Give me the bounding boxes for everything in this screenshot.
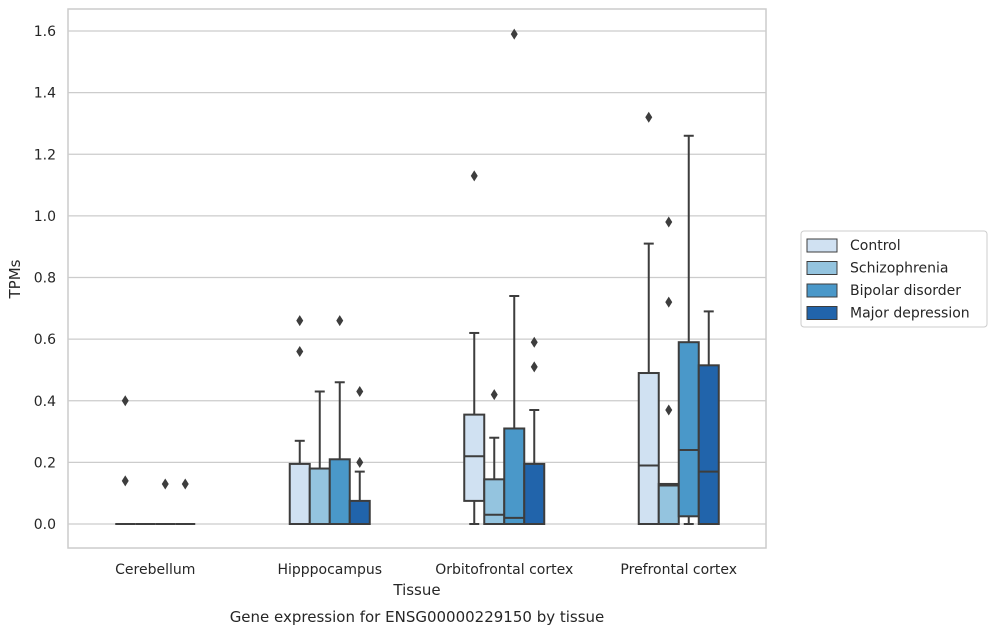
box-control (637, 111, 660, 525)
chart-caption: Gene expression for ENSG00000229150 by t… (230, 608, 605, 626)
box-major-depression (348, 386, 371, 525)
x-tick-label: Hipppocampus (277, 562, 382, 578)
box-bipolar-disorder (503, 28, 526, 526)
box-body (503, 427, 526, 526)
x-axis-ticks: Cerebellum Hipppocampus Orbitofrontal cort… (115, 562, 737, 578)
box-bipolar-disorder (677, 134, 700, 525)
outlier-point (665, 216, 673, 228)
outlier-point (470, 170, 478, 182)
legend-items: Control Schizophrenia Bipolar disorder Majo… (806, 238, 970, 322)
box-control (463, 170, 486, 525)
box-body (697, 364, 720, 525)
box-major-depression (697, 310, 720, 525)
box-body (328, 458, 351, 526)
x-tick-label: Prefrontal cortex (620, 562, 737, 578)
legend-label: Major depression (850, 306, 970, 322)
outlier-point (665, 404, 673, 416)
legend-swatch (806, 283, 838, 298)
outlier-point (296, 345, 304, 357)
legend-frame (800, 230, 988, 328)
y-axis-label: TPMs (6, 259, 24, 299)
outlier-point (530, 336, 538, 348)
box-schizophrenia (483, 389, 506, 525)
box-body (288, 462, 311, 525)
box-control (115, 395, 136, 525)
box-body (657, 482, 680, 526)
y-tick-label: 1.0 (34, 209, 56, 225)
outlier-point (296, 315, 304, 327)
y-tick-label: 1.6 (34, 24, 56, 40)
legend-label: Bipolar disorder (850, 283, 961, 299)
x-tick-label: Cerebellum (115, 562, 195, 578)
y-tick-label: 0.4 (34, 394, 56, 410)
plot-area-frame (67, 8, 767, 549)
legend-label: Schizophrenia (850, 261, 948, 277)
y-tick-label: 0.8 (34, 271, 56, 287)
box-body (637, 372, 660, 525)
outlier-point (121, 475, 129, 487)
outlier-point (161, 478, 169, 490)
y-tick-label: 0.6 (34, 332, 56, 348)
boxes (115, 28, 720, 526)
y-tick-label: 1.2 (34, 147, 56, 163)
y-tick-label: 0.0 (34, 517, 56, 533)
legend-swatch (806, 261, 838, 275)
legend-swatch (806, 238, 838, 253)
box-body (483, 478, 506, 525)
box-body (348, 499, 371, 525)
box-schizophrenia (657, 216, 680, 526)
outlier-point (356, 386, 364, 398)
outlier-point (490, 389, 498, 401)
outlier-point (530, 361, 538, 373)
box-bipolar-disorder (328, 315, 351, 526)
y-tick-label: 1.4 (34, 86, 56, 102)
x-tick-label: Orbitofrontal cortex (435, 562, 573, 578)
x-axis-label: Tissue (392, 581, 440, 599)
box-major-depression (523, 336, 546, 525)
box-bipolar-disorder (155, 478, 176, 525)
outlier-point (510, 28, 518, 40)
y-tick-label: 0.2 (34, 455, 56, 471)
outlier-point (336, 315, 344, 327)
legend-label: Control (850, 238, 901, 254)
outlier-point (645, 111, 653, 123)
box-major-depression (175, 478, 196, 525)
gridlines (68, 30, 766, 525)
legend: Control Schizophrenia Bipolar disorder Majo… (800, 230, 988, 328)
box-body (308, 467, 331, 526)
legend-swatch (806, 306, 838, 320)
box-control (288, 315, 311, 525)
box-body (463, 413, 486, 502)
box-schizophrenia (308, 390, 331, 526)
outlier-point (121, 395, 129, 407)
outlier-point (181, 478, 189, 490)
box-body (523, 462, 546, 525)
box-body (677, 341, 700, 518)
y-axis-ticks: 0.0 0.2 0.4 0.6 0.8 1.0 1.2 1.4 1.6 (34, 24, 56, 533)
outlier-point (665, 296, 673, 308)
outlier-point (356, 456, 364, 468)
